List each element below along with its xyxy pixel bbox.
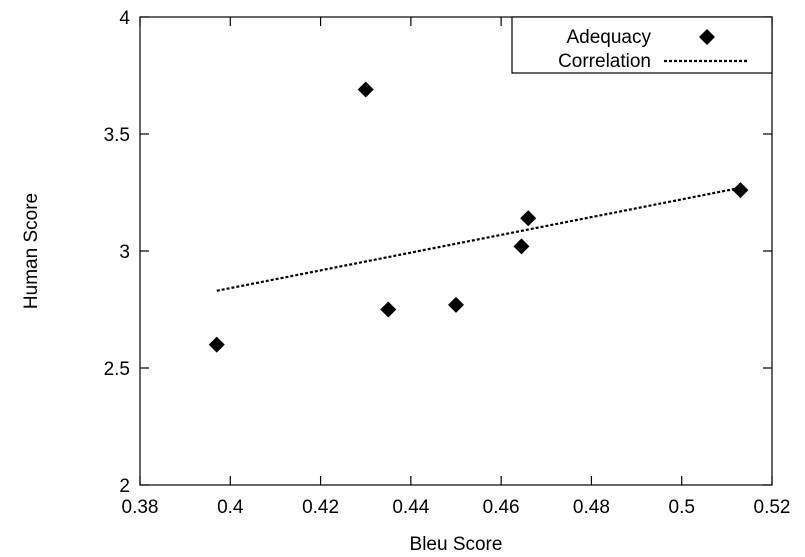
correlation-line [216, 186, 741, 292]
x-tick-label: 0.5 [669, 497, 695, 518]
x-tick-label: 0.46 [483, 497, 520, 518]
x-tick-label: 0.48 [573, 497, 610, 518]
legend: Adequacy Correlation [511, 16, 773, 74]
x-axis: 0.38 0.4 0.42 0.44 0.46 0.48 0.5 0.52 [122, 17, 791, 518]
legend-label-adequacy: Adequacy [566, 27, 651, 48]
x-tick-label: 0.44 [392, 497, 429, 518]
legend-label-correlation: Correlation [558, 51, 651, 72]
legend-box [511, 16, 773, 74]
x-tick-label: 0.38 [122, 497, 159, 518]
adequacy-point [357, 81, 374, 98]
y-tick-label: 2 [119, 476, 130, 497]
adequacy-point [520, 210, 537, 227]
x-axis-title: Bleu Score [410, 534, 503, 555]
y-axis-title: Human Score [21, 193, 42, 309]
adequacy-point [208, 336, 225, 353]
y-tick-label: 3.5 [104, 125, 130, 146]
legend-marker-adequacy [699, 29, 715, 45]
y-tick-label: 4 [119, 8, 130, 29]
adequacy-point [732, 182, 749, 199]
x-tick-label: 0.52 [754, 497, 791, 518]
y-tick-label: 2.5 [104, 359, 130, 380]
plot-area [208, 81, 749, 353]
adequacy-point [448, 296, 464, 313]
x-tick-label: 0.4 [217, 497, 244, 518]
plot-frame [139, 16, 773, 486]
adequacy-point [380, 301, 397, 318]
adequacy-point [513, 238, 530, 255]
y-tick-label: 3 [119, 242, 130, 263]
x-tick-label: 0.42 [302, 497, 339, 518]
y-axis: 2 2.5 3 3.5 4 [104, 8, 772, 497]
